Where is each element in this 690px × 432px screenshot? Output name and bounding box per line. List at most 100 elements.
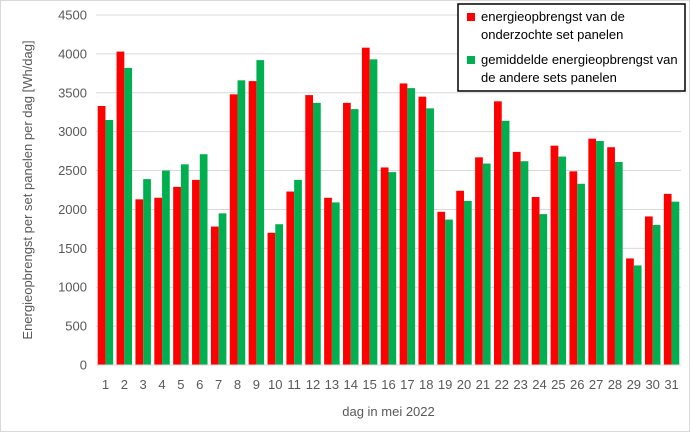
x-tick-label: 6: [196, 377, 203, 392]
bar-onderzochte-set: [663, 193, 672, 365]
bar-onderzochte-set: [493, 101, 502, 365]
bar-andere-sets: [482, 163, 491, 365]
legend-label-line: energieopbrengst van de: [481, 9, 625, 24]
y-tick-label: 0: [80, 358, 87, 373]
bar-onderzochte-set: [550, 145, 559, 365]
bar-andere-sets: [313, 102, 321, 365]
bar-andere-sets: [105, 120, 114, 365]
x-tick-label: 25: [551, 377, 565, 392]
x-tick-label: 30: [645, 377, 659, 392]
legend-swatch: [467, 13, 475, 21]
y-tick-label: 1500: [58, 241, 87, 256]
bar-onderzochte-set: [475, 157, 483, 365]
x-tick-label: 16: [381, 377, 395, 392]
bar-andere-sets: [596, 141, 604, 365]
x-tick-label: 24: [532, 377, 546, 392]
y-tick-label: 3000: [58, 124, 87, 139]
bar-andere-sets: [520, 161, 529, 365]
x-tick-label: 21: [476, 377, 490, 392]
bar-onderzochte-set: [399, 83, 408, 365]
bar-andere-sets: [633, 265, 642, 365]
bar-onderzochte-set: [644, 216, 653, 365]
bar-andere-sets: [388, 172, 397, 365]
legend-label: energieopbrengst van de onderzochte set p…: [481, 9, 625, 42]
bar-andere-sets: [331, 202, 340, 365]
bar-andere-sets: [445, 219, 453, 365]
x-tick-label: 12: [306, 377, 320, 392]
x-tick-label: 13: [325, 377, 339, 392]
bar-onderzochte-set: [361, 47, 370, 366]
x-tick-label: 7: [215, 377, 222, 392]
x-tick-labels: 1 2 3 4 5 6 7 8 9 10 11 12 13 14 15 16 17 18 19 20 21 22 23 24 2…: [102, 377, 679, 392]
bar-onderzochte-set: [588, 138, 597, 365]
bar-andere-sets: [275, 224, 284, 365]
bars: [97, 47, 680, 366]
legend-box: [457, 3, 686, 92]
bar-andere-sets: [256, 60, 265, 365]
bar-andere-sets: [237, 80, 246, 365]
y-axis-title: Energieopbrengst per set panelen per dag…: [20, 40, 35, 339]
bar-andere-sets: [426, 108, 434, 365]
bar-onderzochte-set: [305, 95, 314, 365]
x-tick-label: 18: [419, 377, 433, 392]
y-tick-labels: 0 500 1000 1500 2000 2500 3000 3500 4000 4500: [58, 8, 87, 373]
bar-andere-sets: [180, 164, 189, 365]
x-tick-label: 28: [608, 377, 622, 392]
x-axis-title: dag in mei 2022: [342, 404, 435, 419]
x-tick-label: 15: [362, 377, 376, 392]
bar-onderzochte-set: [607, 147, 615, 365]
legend-swatch: [467, 56, 475, 64]
bar-onderzochte-set: [569, 171, 578, 365]
x-tick-label: 4: [158, 377, 165, 392]
legend: energieopbrengst van de onderzochte set p…: [457, 3, 686, 92]
bar-onderzochte-set: [418, 96, 427, 366]
bar-andere-sets: [558, 156, 567, 365]
y-tick-label: 3500: [58, 85, 87, 100]
x-tick-label: 26: [570, 377, 584, 392]
x-tick-label: 1: [102, 377, 109, 392]
y-tick-label: 1000: [58, 280, 87, 295]
bar-andere-sets: [463, 200, 472, 365]
y-tick-label: 4500: [58, 8, 87, 23]
bar-onderzochte-set: [116, 51, 125, 366]
bar-onderzochte-set: [531, 197, 540, 365]
bar-andere-sets: [162, 170, 170, 365]
y-tick-label: 2000: [58, 202, 87, 217]
x-tick-label: 27: [589, 377, 603, 392]
bar-andere-sets: [614, 162, 623, 365]
bar-andere-sets: [577, 183, 585, 365]
x-tick-label: 11: [287, 377, 301, 392]
legend-label: gemiddelde energieopbrengst van de andere…: [481, 52, 678, 85]
bar-andere-sets: [218, 213, 227, 365]
bar-onderzochte-set: [512, 151, 521, 365]
bar-onderzochte-set: [173, 186, 181, 365]
bar-onderzochte-set: [267, 232, 276, 365]
x-tick-label: 8: [234, 377, 241, 392]
x-tick-label: 22: [494, 377, 508, 392]
x-tick-label: 19: [438, 377, 452, 392]
x-tick-label: 31: [664, 377, 678, 392]
bar-onderzochte-set: [286, 191, 295, 365]
y-tick-label: 2500: [58, 163, 87, 178]
y-tick-label: 500: [65, 319, 87, 334]
bar-onderzochte-set: [380, 167, 389, 365]
bar-onderzochte-set: [97, 106, 106, 365]
bar-onderzochte-set: [626, 258, 634, 365]
bar-onderzochte-set: [210, 226, 219, 365]
bar-onderzochte-set: [343, 102, 351, 365]
x-tick-label: 20: [457, 377, 471, 392]
x-tick-label: 23: [513, 377, 527, 392]
bar-andere-sets: [407, 88, 416, 365]
bar-onderzochte-set: [437, 211, 446, 365]
bar-onderzochte-set: [324, 197, 332, 365]
bar-onderzochte-set: [248, 81, 257, 365]
bar-andere-sets: [143, 179, 151, 365]
legend-label-line: onderzochte set panelen: [481, 27, 623, 42]
bar-andere-sets: [539, 214, 548, 365]
bar-andere-sets: [294, 179, 302, 365]
x-tick-label: 2: [121, 377, 128, 392]
bar-andere-sets: [369, 59, 378, 365]
bar-andere-sets: [124, 67, 133, 365]
x-tick-label: 14: [344, 377, 358, 392]
